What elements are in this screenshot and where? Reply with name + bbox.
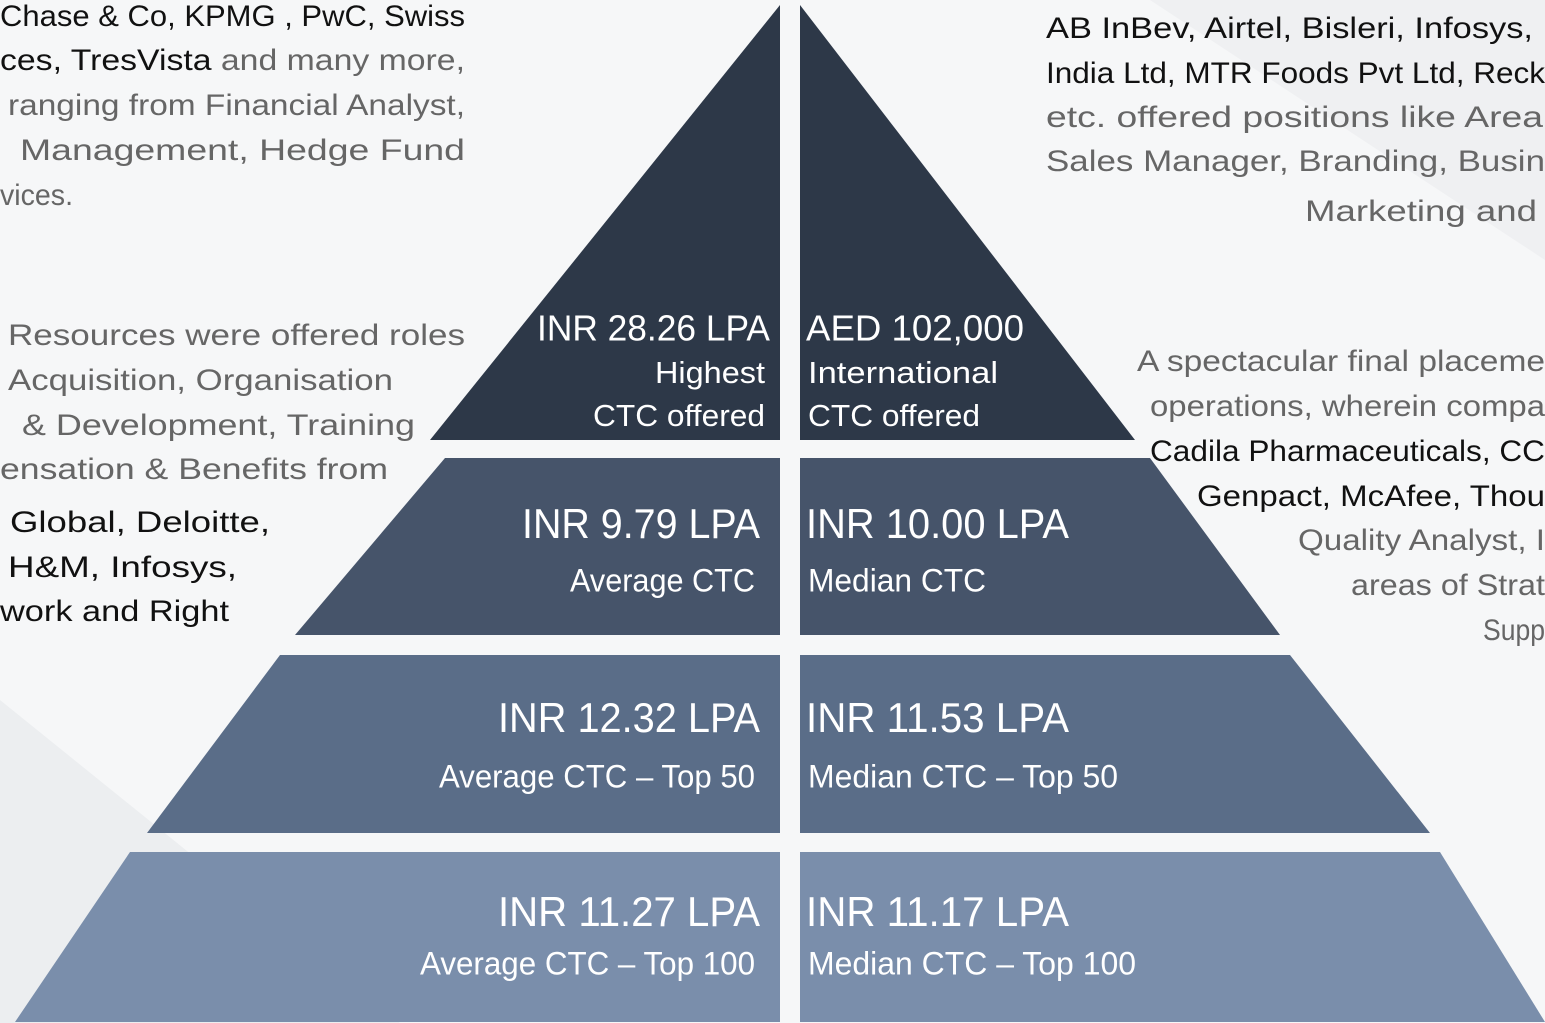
pyramid-tier-left [147, 655, 780, 833]
tier-value: INR 28.26 LPA [537, 308, 770, 349]
tier-value: INR 9.79 LPA [522, 500, 760, 547]
text-line: Chase & Co, KPMG , PwC, Swiss [0, 0, 465, 33]
tier-label: International [808, 355, 998, 390]
text-regular: Management, Hedge Fund [20, 134, 465, 167]
text-line: Sales Manager, Branding, Busin [1046, 145, 1545, 178]
text-line: Genpact, McAfee, Thou [1197, 480, 1545, 513]
tier-value: INR 11.53 LPA [806, 694, 1069, 741]
background-shape [1150, 0, 1545, 260]
text-regular: Quality Analyst, I [1298, 524, 1545, 557]
text-regular: & Development, Training [22, 409, 415, 442]
pyramid-tier-left [430, 5, 780, 440]
text-line: Global, Deloitte, [10, 506, 270, 539]
text-line: India Ltd, MTR Foods Pvt Ltd, Reck [1046, 57, 1545, 90]
tier-value: AED 102,000 [806, 308, 1024, 349]
tier-value: INR 10.00 LPA [806, 500, 1069, 547]
text-regular: vices. [0, 179, 73, 212]
text-line: & Development, Training [22, 409, 415, 442]
text-line: Quality Analyst, I [1298, 524, 1545, 557]
tier-label: Median CTC – Top 100 [808, 945, 1136, 981]
text-line: work and Right [0, 595, 230, 628]
text-regular: Supp [1483, 614, 1545, 647]
text-line: AB InBev, Airtel, Bisleri, Infosys, [1046, 12, 1533, 45]
pyramid-tier-right [800, 5, 1135, 440]
text-strong: H&M, Infosys, [8, 551, 237, 584]
text-line: Marketing and [1305, 195, 1537, 228]
text-line: A spectacular final placeme [1137, 345, 1545, 378]
pyramid-tier-right [800, 852, 1545, 1022]
pyramid-tier-right [800, 458, 1280, 635]
text-regular: ensation & Benefits from [0, 453, 388, 486]
text-regular: Acquisition, Organisation [8, 364, 393, 397]
text-line: Acquisition, Organisation [8, 364, 393, 397]
tier-label: Median CTC – Top 50 [808, 758, 1118, 794]
text-strong: Cadila Pharmaceuticals, CC [1150, 435, 1545, 468]
text-line: operations, wherein compa [1150, 390, 1545, 423]
text-regular: Resources were offered roles [8, 319, 465, 352]
text-regular: ranging from Financial Analyst, [8, 89, 465, 122]
text-line: Supp [1483, 614, 1545, 647]
tier-label: Average CTC – Top 50 [439, 758, 755, 794]
text-strong: work and Right [0, 595, 230, 628]
pyramid-tier-left [15, 852, 780, 1022]
text-strong: Genpact, McAfee, Thou [1197, 480, 1545, 513]
text-regular: etc. offered positions like Area [1046, 101, 1543, 134]
text-regular: Marketing and [1305, 195, 1537, 228]
text-line: vices. [0, 179, 73, 212]
text-regular: areas of Strat [1351, 569, 1545, 602]
text-line: Management, Hedge Fund [20, 134, 465, 167]
text-line: Resources were offered roles [8, 319, 465, 352]
tier-value: INR 12.32 LPA [498, 694, 760, 741]
text-line: areas of Strat [1351, 569, 1545, 602]
text-line: ensation & Benefits from [0, 453, 388, 486]
pyramid-tier-right [800, 655, 1430, 833]
tier-label: CTC offered [593, 398, 765, 433]
text-strong: ces, TresVista [0, 44, 212, 77]
text-regular: Sales Manager, Branding, Busin [1046, 145, 1545, 178]
text-strong: Global, Deloitte, [10, 506, 270, 539]
text-line: etc. offered positions like Area [1046, 101, 1543, 134]
text-regular: and many more, [212, 44, 465, 77]
text-strong: AB InBev, Airtel, Bisleri, Infosys, [1046, 12, 1533, 45]
tier-label: Average CTC – Top 100 [420, 945, 755, 981]
text-regular: A spectacular final placeme [1137, 345, 1545, 378]
tier-value: INR 11.17 LPA [806, 888, 1069, 935]
text-line: ranging from Financial Analyst, [8, 89, 465, 122]
pyramid-tier-left [295, 458, 780, 635]
text-line: Cadila Pharmaceuticals, CC [1150, 435, 1545, 468]
tier-label: CTC offered [808, 398, 980, 433]
text-line: H&M, Infosys, [8, 551, 237, 584]
text-strong: India Ltd, MTR Foods Pvt Ltd, Reck [1046, 57, 1545, 90]
text-line: ces, TresVista and many more, [0, 44, 465, 77]
text-strong: Chase & Co, KPMG , PwC, Swiss [0, 0, 465, 33]
tier-label: Highest [655, 355, 765, 390]
tier-value: INR 11.27 LPA [498, 888, 760, 935]
tier-label: Average CTC [570, 562, 755, 598]
text-regular: operations, wherein compa [1150, 390, 1545, 423]
tier-label: Median CTC [808, 562, 986, 598]
